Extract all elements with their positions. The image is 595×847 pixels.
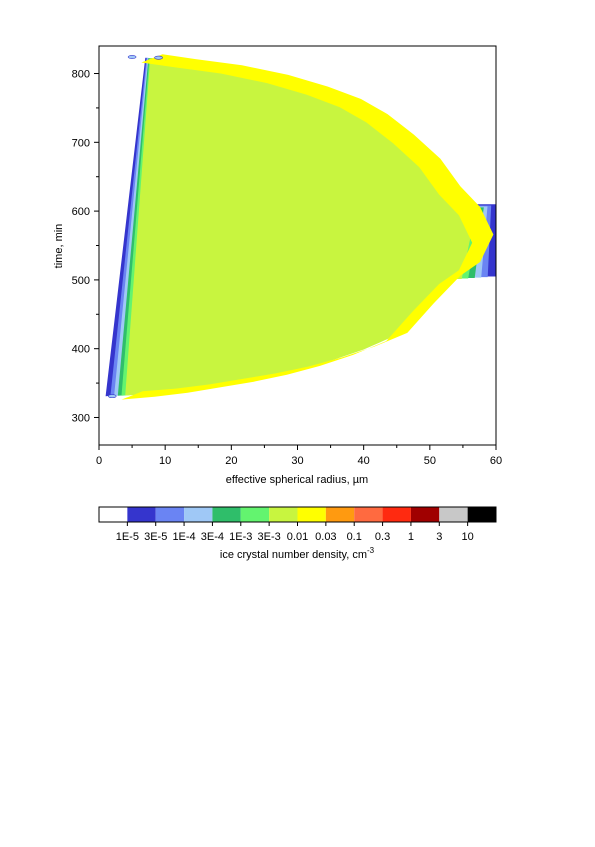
colorbar-label: ice crystal number density, cm-3 [220, 546, 375, 561]
x-tick-label: 0 [96, 455, 102, 467]
colorbar-label-superscript: -3 [367, 546, 375, 555]
x-tick-label: 40 [358, 455, 370, 467]
detached-blob-1 [154, 55, 163, 60]
y-tick-label: 300 [72, 412, 90, 424]
colorbar-swatch [269, 507, 298, 522]
y-tick-label: 500 [72, 275, 90, 287]
colorbar-swatch [184, 507, 213, 522]
x-tick-label: 10 [159, 455, 171, 467]
colorbar: 1E-5 3E-5 1E-4 3E-4 1E-3 3E-3 0.01 0.03 0.1 0.3 1 3… [98, 506, 497, 543]
plot-area [105, 54, 496, 400]
x-tick-label: 60 [490, 455, 502, 467]
colorbar-swatch [467, 507, 496, 522]
contour-band-3E-3 [125, 58, 477, 396]
y-tick-label: 400 [72, 344, 90, 356]
x-tick-label: 50 [424, 455, 436, 467]
colorbar-tick-label: 3 [436, 531, 442, 543]
colorbar-swatch [325, 507, 355, 522]
colorbar-tick-label: 10 [462, 531, 474, 543]
colorbar-swatch [410, 507, 440, 522]
detached-blob-2 [107, 394, 117, 399]
x-axis: 0 10 20 30 40 50 60 [96, 445, 502, 467]
colorbar-swatch [155, 507, 185, 522]
contour-core-0.01 [121, 54, 494, 400]
colorbar-tick-label: 0.03 [315, 531, 336, 543]
colorbar-tick-label: 0.3 [375, 531, 390, 543]
x-axis-label: effective spherical radius, µm [226, 474, 368, 486]
x-tick-label: 30 [291, 455, 303, 467]
colorbar-tick-label: 0.01 [287, 531, 308, 543]
colorbar-swatch [127, 507, 156, 522]
colorbar-tick-label: 3E-4 [201, 531, 224, 543]
y-tick-label: 800 [72, 69, 90, 81]
colorbar-label-text: ice crystal number density, cm [220, 549, 367, 561]
colorbar-tick-label: 1E-5 [116, 531, 139, 543]
colorbar-swatch [99, 507, 128, 522]
colorbar-tick-label: 3E-5 [144, 531, 167, 543]
colorbar-swatch [439, 507, 468, 522]
y-axis: 300 400 500 600 700 800 [72, 69, 99, 424]
y-tick-label: 600 [72, 206, 90, 218]
colorbar-tick-label: 1E-3 [229, 531, 252, 543]
colorbar-swatch [382, 507, 411, 522]
colorbar-swatch [240, 507, 270, 522]
x-tick-label: 20 [225, 455, 237, 467]
colorbar-tick-label: 1E-4 [172, 531, 195, 543]
colorbar-tick-label: 1 [408, 531, 414, 543]
y-tick-label: 700 [72, 137, 90, 149]
colorbar-tick-label: 3E-3 [258, 531, 281, 543]
detached-blob-0 [127, 55, 137, 59]
y-axis-label: time, min [53, 224, 65, 269]
colorbar-swatch [354, 507, 383, 522]
colorbar-tick-label: 0.1 [347, 531, 362, 543]
colorbar-swatch [297, 507, 326, 522]
colorbar-swatch [212, 507, 241, 522]
